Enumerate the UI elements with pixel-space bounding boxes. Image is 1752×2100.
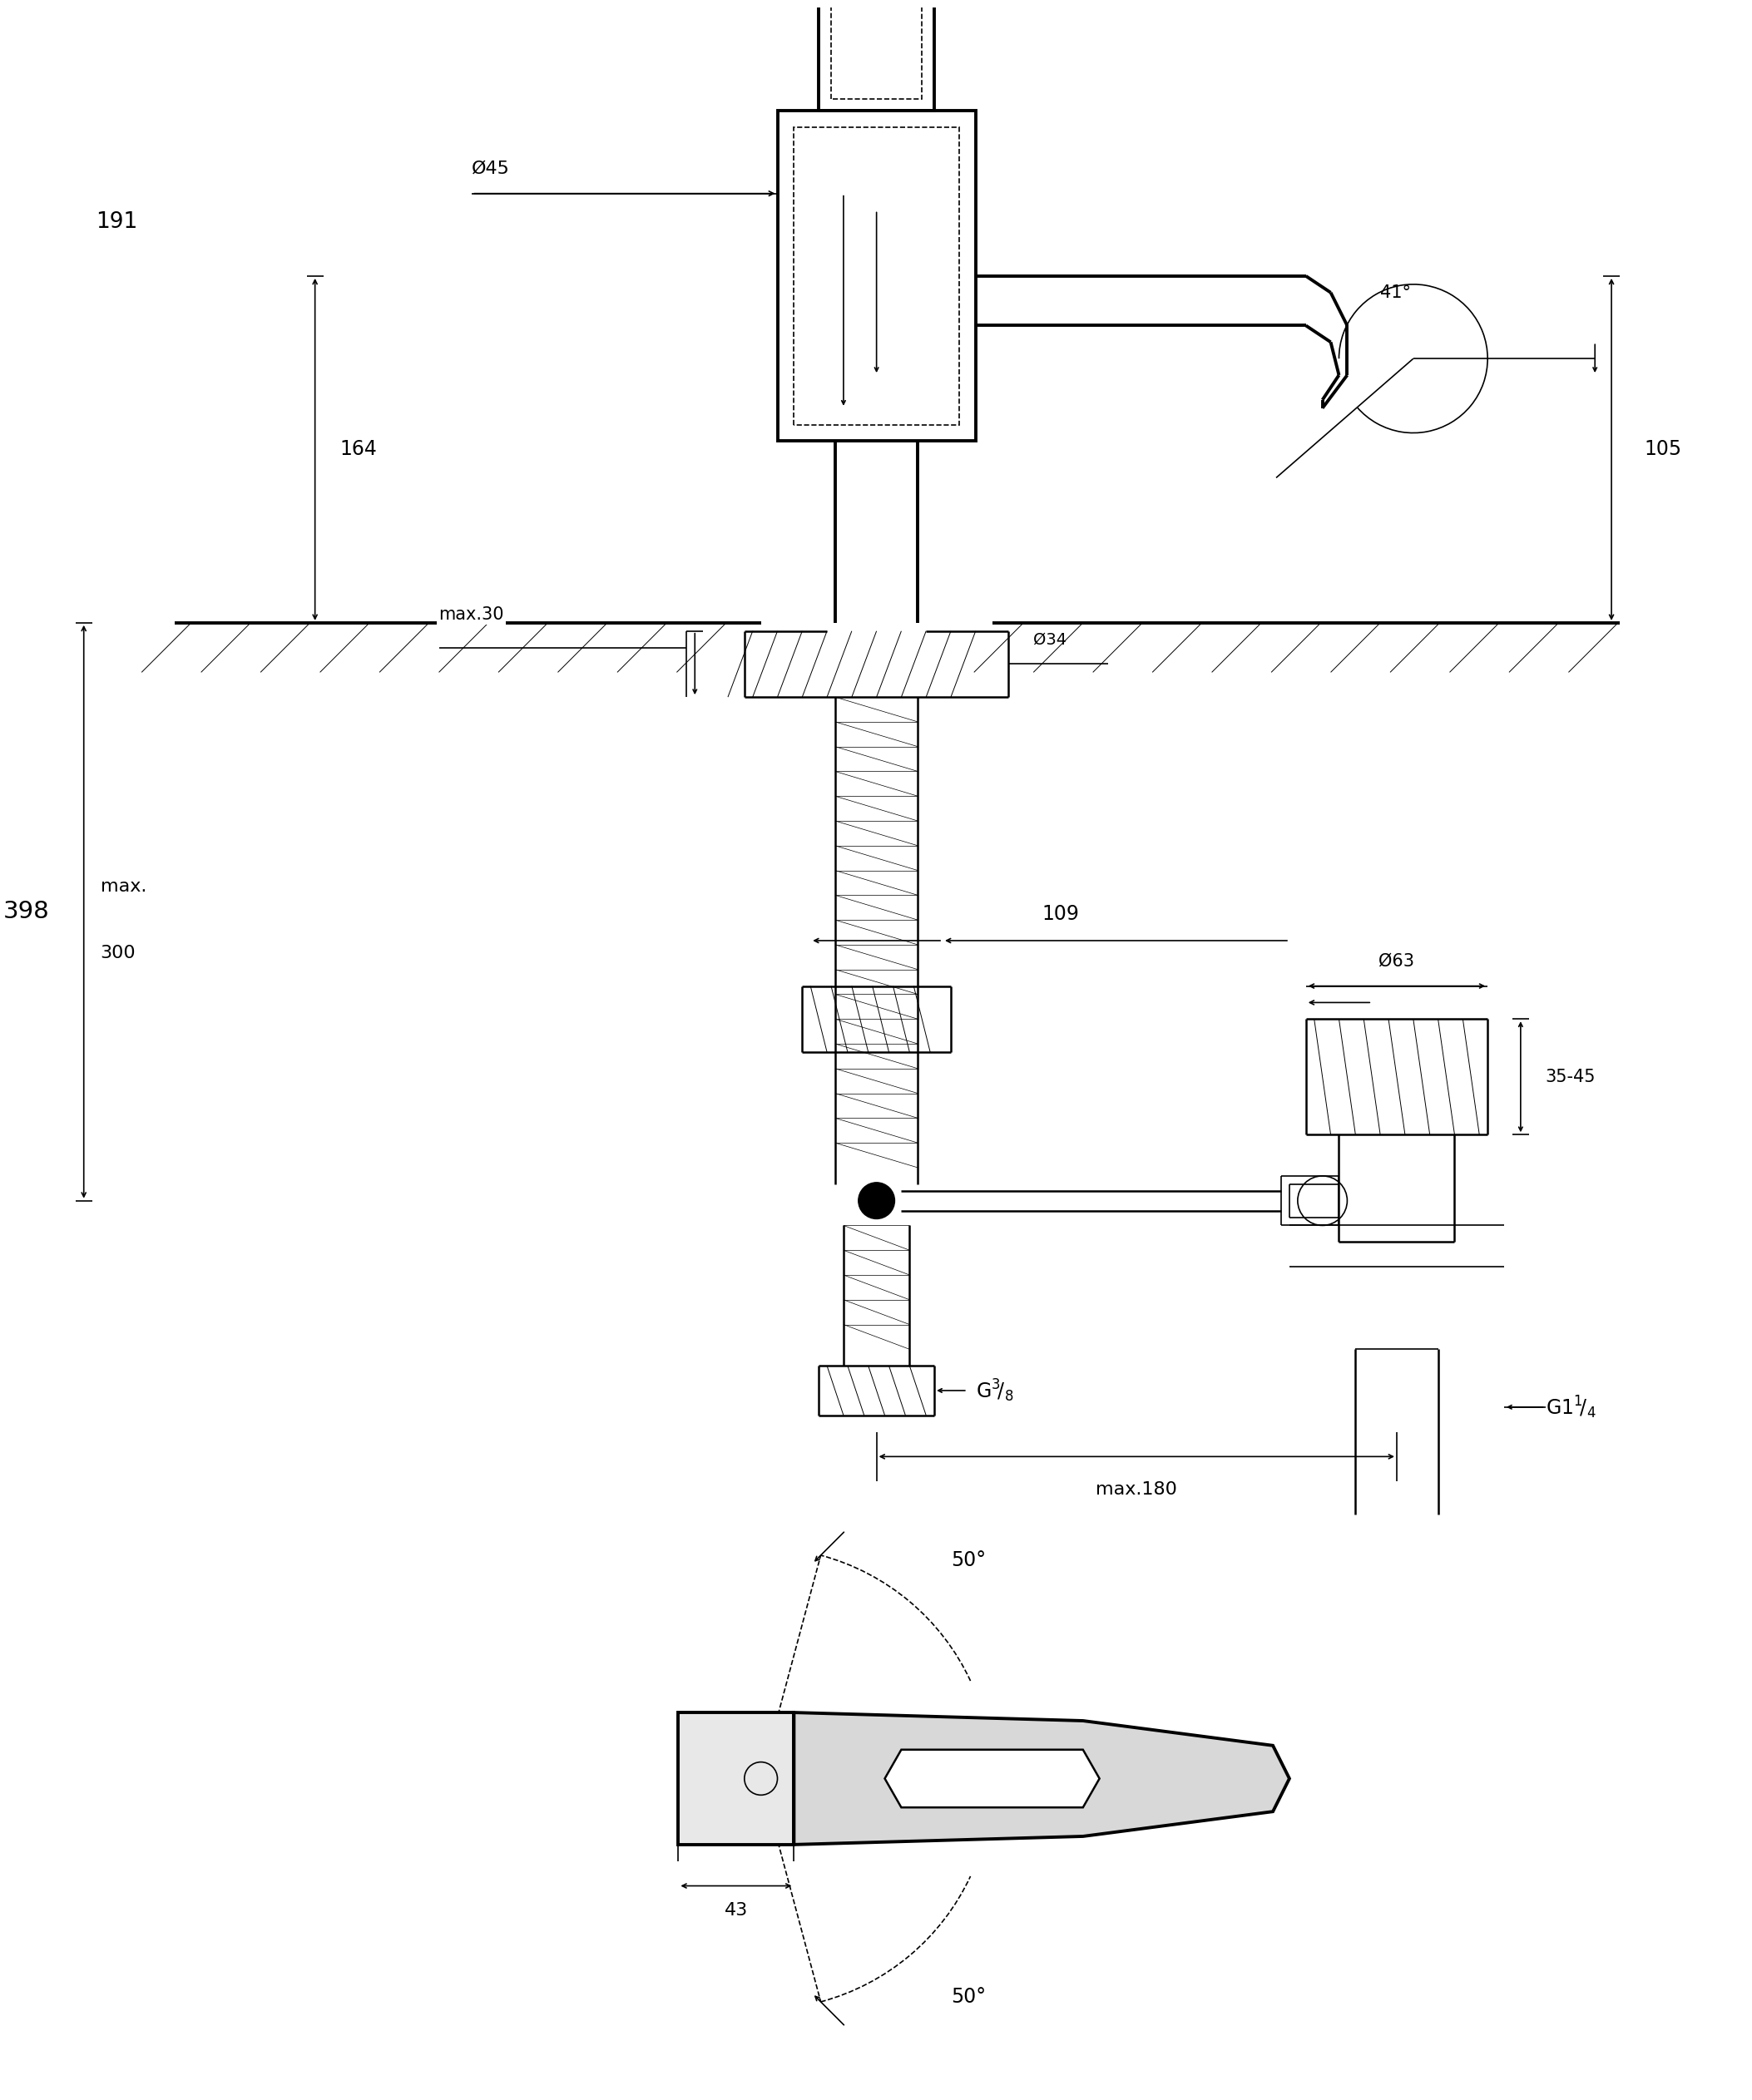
Text: 109: 109 (1042, 905, 1079, 924)
Text: 50°: 50° (951, 1987, 986, 2008)
Text: G$^3\!/_8$: G$^3\!/_8$ (976, 1378, 1013, 1403)
Circle shape (858, 1182, 895, 1218)
Text: Ø45: Ø45 (471, 160, 510, 176)
Polygon shape (794, 1712, 1289, 1844)
Text: 191: 191 (96, 212, 138, 233)
Text: 35-45: 35-45 (1545, 1069, 1596, 1086)
Text: Ø34: Ø34 (1034, 632, 1067, 647)
Text: max.180: max.180 (1097, 1480, 1177, 1497)
Text: 398: 398 (4, 901, 49, 924)
Text: max.30: max.30 (438, 607, 505, 624)
Polygon shape (678, 1712, 794, 1844)
Text: 50°: 50° (951, 1550, 986, 1571)
Text: max.: max. (100, 878, 147, 895)
Text: 41°: 41° (1381, 284, 1410, 300)
Polygon shape (885, 1749, 1100, 1808)
Text: 300: 300 (100, 945, 135, 962)
Text: 164: 164 (340, 439, 377, 460)
Text: 43: 43 (724, 1903, 748, 1919)
Text: G1$^1\!/_4$: G1$^1\!/_4$ (1545, 1394, 1596, 1420)
Text: 105: 105 (1645, 439, 1682, 460)
Text: Ø63: Ø63 (1379, 953, 1414, 970)
